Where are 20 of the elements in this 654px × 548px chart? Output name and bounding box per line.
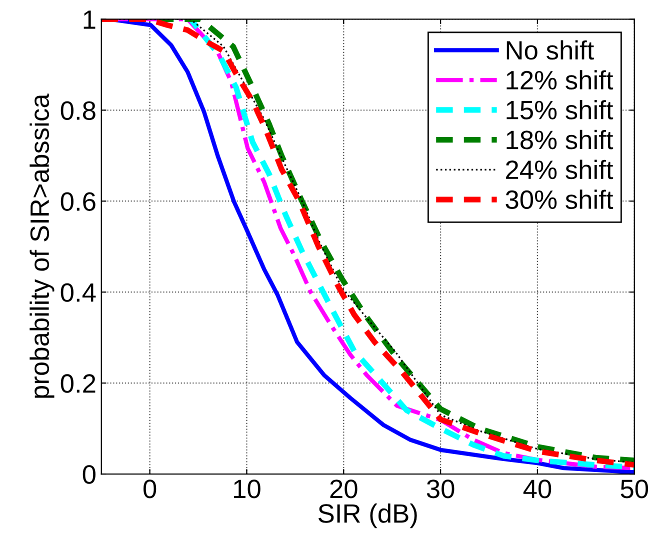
- x-axis-title: SIR (dB): [318, 503, 417, 528]
- legend-label: 24% shift: [506, 160, 614, 180]
- y-tick-label: 0.4: [60, 283, 96, 302]
- y-tick-label: 0: [82, 465, 96, 484]
- legend-label: 18% shift: [506, 130, 614, 150]
- x-tick-label: 50: [620, 480, 648, 498]
- y-tick-label: 0.8: [60, 101, 96, 120]
- x-tick-label: 20: [330, 480, 358, 498]
- y-tick-label: 0.2: [60, 374, 96, 393]
- y-tick-label: 1: [84, 10, 96, 29]
- x-tick-label: 10: [234, 480, 260, 498]
- x-tick-label: 40: [523, 480, 552, 498]
- legend-label: 12% shift: [506, 70, 614, 90]
- legend-label: 30% shift: [506, 190, 614, 210]
- y-tick-label: 0.6: [60, 192, 96, 211]
- legend-label: No shift: [506, 40, 594, 60]
- legend-label: 15% shift: [506, 100, 614, 120]
- y-axis-title: probability of SIR>abssica: [30, 94, 54, 398]
- x-tick-label: 0: [144, 480, 156, 498]
- x-tick-label: 30: [426, 480, 454, 498]
